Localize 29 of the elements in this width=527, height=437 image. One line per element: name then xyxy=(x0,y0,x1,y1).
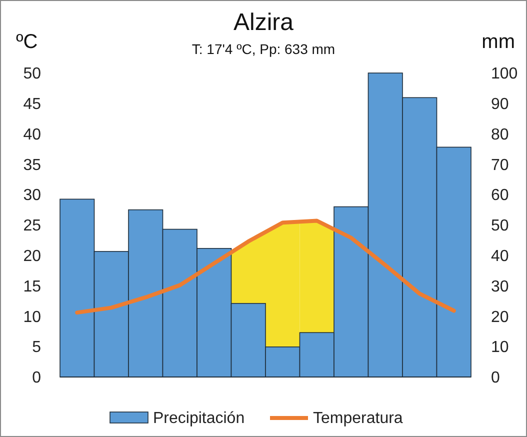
chart-subtitle: T: 17'4 ºC, Pp: 633 mm xyxy=(192,41,336,57)
y-tick-label: 5 xyxy=(32,339,42,356)
y2-tick-label: 60 xyxy=(491,187,509,204)
legend-label: Precipitación xyxy=(153,410,245,427)
y-tick-label: 20 xyxy=(23,248,42,265)
y-tick-label: 15 xyxy=(23,278,42,296)
chart-title: Alzira xyxy=(233,9,294,36)
y-tick-label: 50 xyxy=(23,66,42,83)
y2-tick-label: 80 xyxy=(491,126,509,144)
y-tick-label: 45 xyxy=(23,96,42,113)
y2-tick-label: 100 xyxy=(491,66,518,83)
line-series xyxy=(75,218,456,315)
y-tick-label: 40 xyxy=(23,126,42,144)
y-tick-label: 10 xyxy=(23,308,42,326)
y2-tick-label: 50 xyxy=(491,218,509,235)
y2-axis-title: mm xyxy=(482,31,515,53)
y-axis-title: ºC xyxy=(16,31,38,53)
y-tick-label: 35 xyxy=(23,156,42,174)
y2-tick-label: 90 xyxy=(491,96,509,113)
y2-tick-label: 0 xyxy=(491,370,500,387)
y-tick-label: 25 xyxy=(23,218,42,235)
y2-tick-label: 10 xyxy=(491,339,509,356)
legend-label: Temperatura xyxy=(313,410,403,427)
y-tick-label: 0 xyxy=(32,370,42,387)
y2-tick-label: 30 xyxy=(491,278,509,296)
y2-tick-label: 70 xyxy=(491,156,509,174)
y-tick-label: 30 xyxy=(23,187,42,204)
y2-tick-label: 20 xyxy=(491,308,509,326)
y2-tick-label: 40 xyxy=(491,248,509,265)
